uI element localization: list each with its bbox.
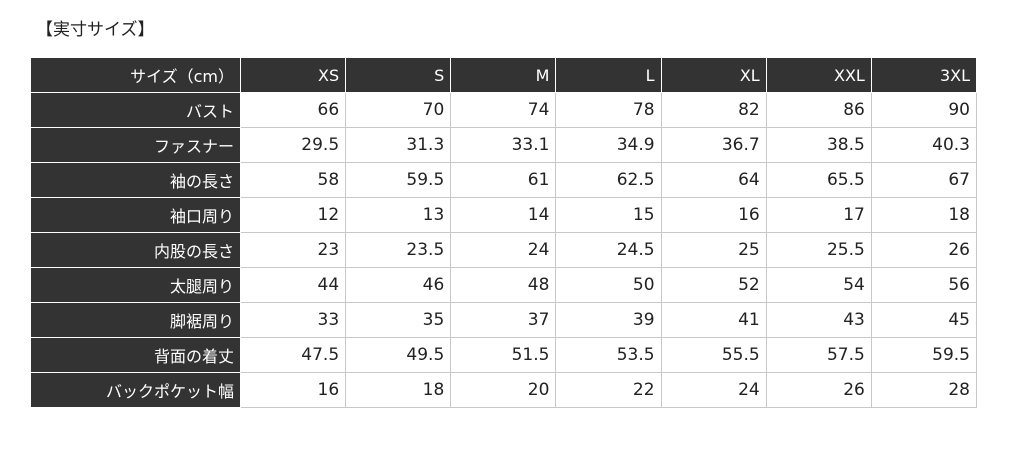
row-label: 袖口周り (30, 197, 241, 233)
table-cell: 26 (765, 372, 872, 408)
header-cell: S (345, 57, 452, 93)
table-cell: 20 (450, 372, 557, 408)
table-row: 袖口周り 12 13 14 15 16 17 18 (30, 197, 978, 233)
table-cell: 90 (870, 92, 978, 128)
table-cell: 54 (765, 267, 872, 303)
header-row: サイズ（cm） XS S M L XL XXL 3XL (30, 57, 978, 93)
table-cell: 65.5 (765, 162, 872, 198)
table-cell: 28 (870, 372, 978, 408)
row-label: ファスナー (30, 127, 241, 163)
header-cell: 3XL (870, 57, 978, 93)
table-cell: 24.5 (555, 232, 662, 268)
table-cell: 45 (870, 302, 978, 338)
header-cell: M (450, 57, 557, 93)
header-cell: XL (660, 57, 767, 93)
table-cell: 82 (660, 92, 767, 128)
table-cell: 23.5 (345, 232, 452, 268)
table-cell: 37 (450, 302, 557, 338)
row-label: 背面の着丈 (30, 337, 241, 373)
table-cell: 14 (450, 197, 557, 233)
table-cell: 35 (345, 302, 452, 338)
table-cell: 47.5 (239, 337, 347, 373)
table-row: 背面の着丈 47.5 49.5 51.5 53.5 55.5 57.5 59.5 (30, 337, 978, 373)
table-row: 太腿周り 44 46 48 50 52 54 56 (30, 267, 978, 303)
table-cell: 17 (765, 197, 872, 233)
table-cell: 12 (239, 197, 347, 233)
table-cell: 29.5 (239, 127, 347, 163)
table-cell: 59.5 (345, 162, 452, 198)
table-cell: 49.5 (345, 337, 452, 373)
table-row: 脚裾周り 33 35 37 39 41 43 45 (30, 302, 978, 338)
table-cell: 52 (660, 267, 767, 303)
table-cell: 15 (555, 197, 662, 233)
table-cell: 46 (345, 267, 452, 303)
table-cell: 78 (555, 92, 662, 128)
size-table: サイズ（cm） XS S M L XL XXL 3XL バスト 66 70 74 78 82 86 90 ファス… (30, 57, 978, 408)
table-row: 袖の長さ 58 59.5 61 62.5 64 65.5 67 (30, 162, 978, 198)
table-cell: 38.5 (765, 127, 872, 163)
table-cell: 23 (239, 232, 347, 268)
table-cell: 50 (555, 267, 662, 303)
title: 【実寸サイズ】 (36, 20, 155, 40)
table-cell: 41 (660, 302, 767, 338)
table-cell: 34.9 (555, 127, 662, 163)
table-row: 内股の長さ 23 23.5 24 24.5 25 25.5 26 (30, 232, 978, 268)
header-cell: XS (239, 57, 347, 93)
table-cell: 39 (555, 302, 662, 338)
header-cell: L (555, 57, 662, 93)
table-cell: 43 (765, 302, 872, 338)
table-cell: 18 (870, 197, 978, 233)
table-cell: 33 (239, 302, 347, 338)
table-cell: 66 (239, 92, 347, 128)
table-cell: 13 (345, 197, 452, 233)
header-cell: サイズ（cm） (30, 57, 241, 93)
table-cell: 86 (765, 92, 872, 128)
table-cell: 31.3 (345, 127, 452, 163)
table-row: ファスナー 29.5 31.3 33.1 34.9 36.7 38.5 40.3 (30, 127, 978, 163)
table-cell: 67 (870, 162, 978, 198)
row-label: 袖の長さ (30, 162, 241, 198)
table-cell: 53.5 (555, 337, 662, 373)
table-cell: 51.5 (450, 337, 557, 373)
table-cell: 24 (660, 372, 767, 408)
table-row: バスト 66 70 74 78 82 86 90 (30, 92, 978, 128)
row-label: 脚裾周り (30, 302, 241, 338)
table-cell: 55.5 (660, 337, 767, 373)
header-cell: XXL (765, 57, 872, 93)
row-label: バスト (30, 92, 241, 128)
table-cell: 16 (660, 197, 767, 233)
table-cell: 62.5 (555, 162, 662, 198)
table-cell: 64 (660, 162, 767, 198)
table-cell: 44 (239, 267, 347, 303)
table-cell: 25 (660, 232, 767, 268)
row-label: 内股の長さ (30, 232, 241, 268)
table-cell: 40.3 (870, 127, 978, 163)
table-row: バックポケット幅 16 18 20 22 24 26 28 (30, 372, 978, 408)
table-cell: 58 (239, 162, 347, 198)
table-cell: 48 (450, 267, 557, 303)
table-cell: 33.1 (450, 127, 557, 163)
table-cell: 18 (345, 372, 452, 408)
table-cell: 25.5 (765, 232, 872, 268)
table-cell: 57.5 (765, 337, 872, 373)
table-cell: 36.7 (660, 127, 767, 163)
table-cell: 24 (450, 232, 557, 268)
table-cell: 61 (450, 162, 557, 198)
table-cell: 26 (870, 232, 978, 268)
table-cell: 22 (555, 372, 662, 408)
table-cell: 56 (870, 267, 978, 303)
row-label: バックポケット幅 (30, 372, 241, 408)
row-label: 太腿周り (30, 267, 241, 303)
table-cell: 59.5 (870, 337, 978, 373)
table-cell: 16 (239, 372, 347, 408)
table-cell: 70 (345, 92, 452, 128)
table-cell: 74 (450, 92, 557, 128)
